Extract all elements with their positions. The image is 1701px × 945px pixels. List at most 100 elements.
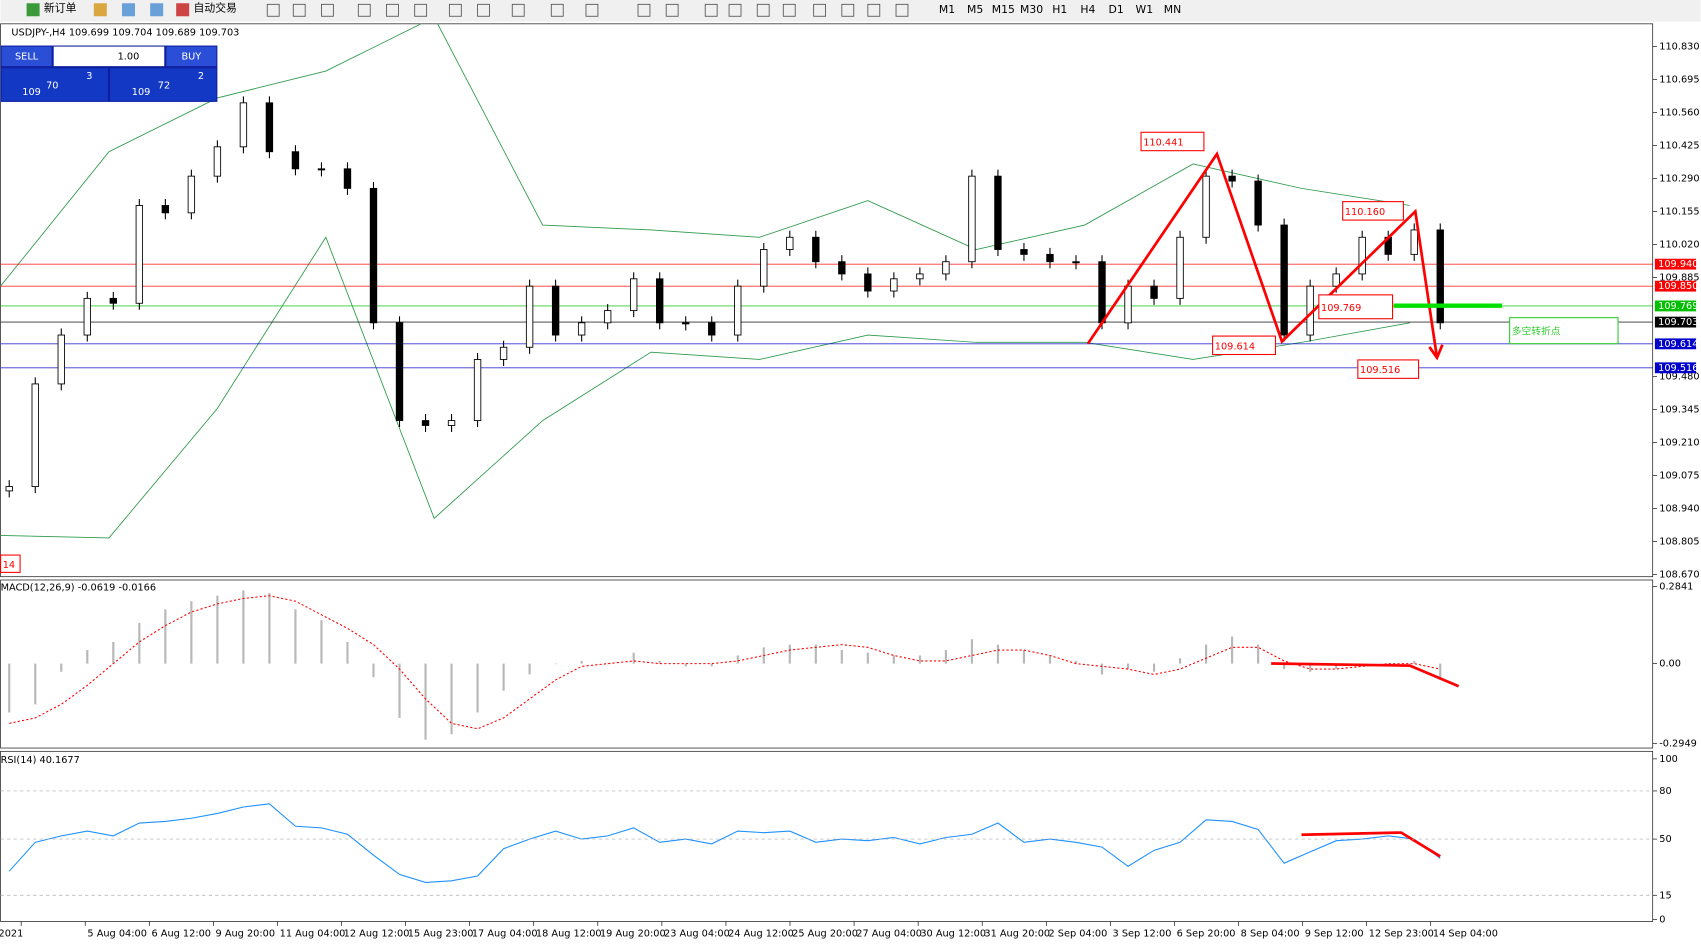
tool-icon[interactable] xyxy=(637,3,651,17)
tool-icon[interactable] xyxy=(292,3,306,17)
bid-box[interactable] xyxy=(1,68,108,101)
tool-icon[interactable] xyxy=(321,3,334,17)
bid-big[interactable]: 109 xyxy=(22,87,41,98)
sell-button[interactable] xyxy=(1,46,52,67)
tool-icon[interactable] xyxy=(448,3,462,17)
ask-big[interactable]: 109 xyxy=(132,87,151,98)
sell-label[interactable]: SELL xyxy=(15,51,39,62)
timeframe-button[interactable]: M15 xyxy=(992,3,1015,16)
annotation-label: 多空转折点 xyxy=(1512,325,1561,338)
tool-icon[interactable] xyxy=(550,3,564,17)
candle-body xyxy=(421,420,430,426)
annotation-arrows xyxy=(1086,150,1503,858)
tool-icon[interactable] xyxy=(867,3,881,17)
macd-bar xyxy=(1309,663,1312,672)
timeframe-button[interactable]: D1 xyxy=(1108,3,1123,16)
ask-pips[interactable]: 72 xyxy=(158,81,170,92)
macd-bar xyxy=(1048,655,1052,664)
timeframe-button[interactable]: H1 xyxy=(1052,3,1067,16)
tool-icon[interactable] xyxy=(93,3,107,17)
x-tick-label: 18 Aug 12:00 xyxy=(536,928,602,939)
tool-icon[interactable] xyxy=(585,3,599,17)
tool-icon[interactable] xyxy=(704,3,718,17)
lot-input[interactable] xyxy=(53,46,165,67)
timeframe-button[interactable]: W1 xyxy=(1135,3,1153,16)
macd-bar xyxy=(502,663,505,691)
annotation-box xyxy=(1342,201,1404,221)
candle-body xyxy=(447,420,456,426)
new-order[interactable]: 新订单 xyxy=(44,1,77,15)
macd-bar xyxy=(476,663,479,713)
buy-label[interactable]: BUY xyxy=(181,51,201,62)
tool-icon[interactable] xyxy=(841,3,855,17)
y-tick-label: 110.695 xyxy=(1659,75,1699,86)
rsi-arrow xyxy=(1301,831,1441,858)
tool-icon[interactable] xyxy=(477,3,490,17)
macd-bar xyxy=(866,652,869,664)
ask-fraction[interactable]: 2 xyxy=(198,71,204,82)
tool-icon[interactable] xyxy=(728,3,742,17)
tool-icon[interactable] xyxy=(357,3,371,17)
tool-icon[interactable] xyxy=(266,3,280,17)
bid-fraction[interactable]: 3 xyxy=(86,71,92,82)
timeframe-button[interactable]: MN xyxy=(1164,3,1181,16)
macd-bar xyxy=(8,663,11,713)
tool-icon[interactable] xyxy=(782,3,796,17)
buy-button[interactable] xyxy=(166,46,217,67)
candle-body xyxy=(838,261,846,275)
rsi-line xyxy=(8,803,1441,883)
timeframe-button[interactable]: M5 xyxy=(967,3,983,16)
auto-trading[interactable]: 自动交易 xyxy=(194,1,237,15)
new-order-icon[interactable] xyxy=(26,3,40,17)
ask-box[interactable] xyxy=(110,68,217,101)
price-level-tag xyxy=(1654,338,1697,350)
tool-icon[interactable] xyxy=(895,3,909,17)
macd-bar xyxy=(346,641,349,664)
candle-body xyxy=(525,285,534,348)
tool-icon[interactable] xyxy=(665,3,679,17)
candle-body xyxy=(343,168,352,189)
bollinger-band xyxy=(0,236,1410,539)
macd-bar xyxy=(788,644,791,664)
timeframe-button[interactable]: M30 xyxy=(1020,3,1043,16)
symbol-header: USDJPY-,H4 109.699 109.704 109.689 109.7… xyxy=(11,28,239,39)
macd-bar xyxy=(450,663,453,735)
auto-trading-icon[interactable] xyxy=(176,3,190,17)
candle-body xyxy=(812,236,820,263)
price-level-label: 109.940 xyxy=(1658,259,1698,270)
bid-pips[interactable]: 70 xyxy=(46,81,58,92)
tool-icon[interactable] xyxy=(150,3,164,17)
timeframe-button[interactable]: H4 xyxy=(1080,3,1095,16)
x-tick-label: 9 Aug 20:00 xyxy=(216,928,276,939)
y-tick-label: 108.805 xyxy=(1659,537,1699,548)
tool-icon[interactable] xyxy=(813,3,826,17)
lot-value[interactable]: 1.00 xyxy=(118,51,140,62)
candle-body xyxy=(994,175,1002,250)
macd-bar xyxy=(1205,644,1208,664)
candle-body xyxy=(1410,229,1418,255)
tool-icon[interactable] xyxy=(121,3,135,17)
annotation-label: 109.614 xyxy=(1215,341,1255,352)
x-tick-label: 3 Sep 12:00 xyxy=(1113,928,1172,939)
macd-bar xyxy=(1022,650,1026,664)
candle-body xyxy=(603,310,612,324)
tool-icon[interactable] xyxy=(414,3,428,17)
macd-bar xyxy=(736,655,739,664)
candle-body xyxy=(187,175,196,214)
y-tick-label: 0.00 xyxy=(1659,659,1681,670)
macd-signal xyxy=(9,595,1441,730)
candle-body xyxy=(1046,253,1054,263)
candle-body xyxy=(317,168,326,171)
timeframe-button[interactable]: M1 xyxy=(939,3,955,16)
candle-body xyxy=(1280,224,1288,336)
macd-bar xyxy=(970,639,974,664)
y-tick-label: 0.2841 xyxy=(1659,581,1693,592)
macd-bar xyxy=(814,644,817,664)
tool-icon[interactable] xyxy=(756,3,770,17)
y-tick-label: 110.830 xyxy=(1659,42,1699,53)
macd-bar xyxy=(840,650,843,664)
tool-icon[interactable] xyxy=(511,3,525,17)
y-tick-label: 0 xyxy=(1659,914,1665,925)
tool-icon[interactable] xyxy=(386,3,399,17)
